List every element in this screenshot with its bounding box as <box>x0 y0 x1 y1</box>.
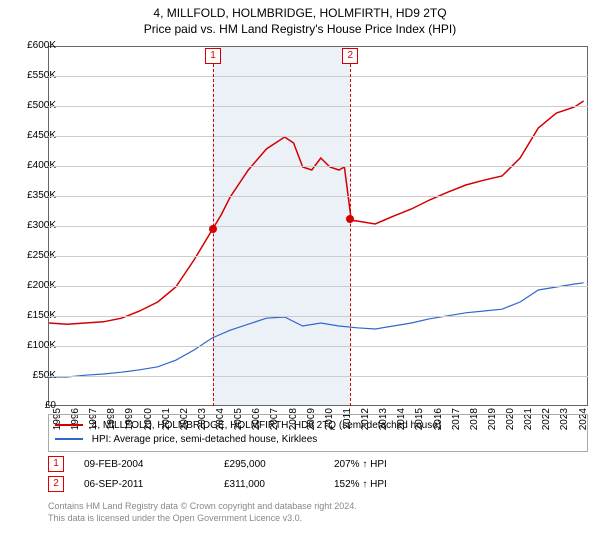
sale-price: £295,000 <box>224 459 334 470</box>
price_paid-line <box>49 101 584 324</box>
sale-date: 09-FEB-2004 <box>84 459 224 470</box>
sale-pct: 152% ↑ HPI <box>334 479 454 490</box>
sale-price: £311,000 <box>224 479 334 490</box>
sale-marker-icon: 2 <box>48 476 64 492</box>
sale-pct: 207% ↑ HPI <box>334 459 454 470</box>
sale-marker-icon: 1 <box>48 456 64 472</box>
legend-swatch-icon <box>55 424 83 426</box>
legend-item: 4, MILLFOLD, HOLMBRIDGE, HOLMFIRTH, HD9 … <box>55 419 581 433</box>
hpi-line <box>49 283 584 377</box>
attribution-line: This data is licensed under the Open Gov… <box>48 512 588 524</box>
legend-label: 4, MILLFOLD, HOLMBRIDGE, HOLMFIRTH, HD9 … <box>92 420 441 431</box>
chart-container: 4, MILLFOLD, HOLMBRIDGE, HOLMFIRTH, HD9 … <box>0 0 600 560</box>
sales-table: 1 09-FEB-2004 £295,000 207% ↑ HPI 2 06-S… <box>48 454 588 494</box>
chart-svg <box>49 47 589 407</box>
legend-label: HPI: Average price, semi-detached house,… <box>92 434 318 445</box>
sale-row: 1 09-FEB-2004 £295,000 207% ↑ HPI <box>48 454 588 474</box>
sale-date: 06-SEP-2011 <box>84 479 224 490</box>
sale-row: 2 06-SEP-2011 £311,000 152% ↑ HPI <box>48 474 588 494</box>
attribution: Contains HM Land Registry data © Crown c… <box>48 500 588 524</box>
attribution-line: Contains HM Land Registry data © Crown c… <box>48 500 588 512</box>
chart-subtitle: Price paid vs. HM Land Registry's House … <box>0 20 600 40</box>
legend-swatch-icon <box>55 438 83 440</box>
legend: 4, MILLFOLD, HOLMBRIDGE, HOLMFIRTH, HD9 … <box>48 414 588 452</box>
legend-item: HPI: Average price, semi-detached house,… <box>55 433 581 447</box>
chart-title: 4, MILLFOLD, HOLMBRIDGE, HOLMFIRTH, HD9 … <box>0 0 600 20</box>
